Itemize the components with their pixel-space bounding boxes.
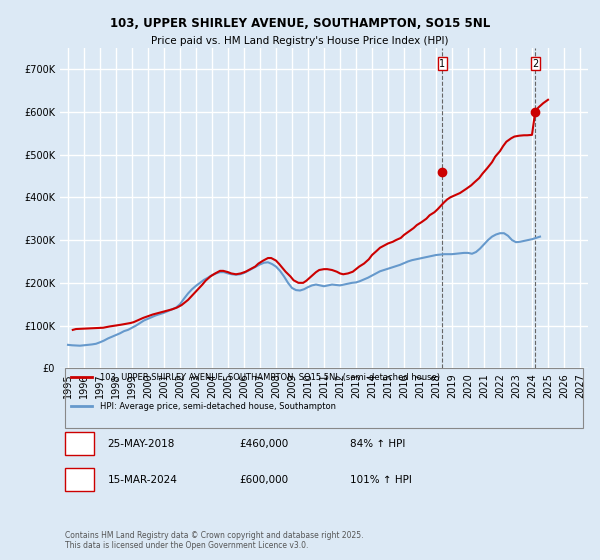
Text: HPI: Average price, semi-detached house, Southampton: HPI: Average price, semi-detached house,… xyxy=(100,402,335,410)
FancyBboxPatch shape xyxy=(65,432,94,455)
Text: 101% ↑ HPI: 101% ↑ HPI xyxy=(350,475,412,485)
Text: Price paid vs. HM Land Registry's House Price Index (HPI): Price paid vs. HM Land Registry's House … xyxy=(151,36,449,46)
Text: 84% ↑ HPI: 84% ↑ HPI xyxy=(350,439,406,449)
Text: 103, UPPER SHIRLEY AVENUE, SOUTHAMPTON, SO15 5NL (semi-detached house): 103, UPPER SHIRLEY AVENUE, SOUTHAMPTON, … xyxy=(100,373,440,382)
FancyBboxPatch shape xyxy=(65,468,94,491)
Text: 1: 1 xyxy=(439,59,445,69)
Text: 15-MAR-2024: 15-MAR-2024 xyxy=(107,475,178,485)
Text: 103, UPPER SHIRLEY AVENUE, SOUTHAMPTON, SO15 5NL: 103, UPPER SHIRLEY AVENUE, SOUTHAMPTON, … xyxy=(110,17,490,30)
Text: 2: 2 xyxy=(76,475,83,485)
Text: £460,000: £460,000 xyxy=(239,439,289,449)
Text: 25-MAY-2018: 25-MAY-2018 xyxy=(107,439,175,449)
Text: 2: 2 xyxy=(532,59,538,69)
Text: £600,000: £600,000 xyxy=(239,475,289,485)
Text: 1: 1 xyxy=(76,439,83,449)
Text: Contains HM Land Registry data © Crown copyright and database right 2025.
This d: Contains HM Land Registry data © Crown c… xyxy=(65,531,364,550)
